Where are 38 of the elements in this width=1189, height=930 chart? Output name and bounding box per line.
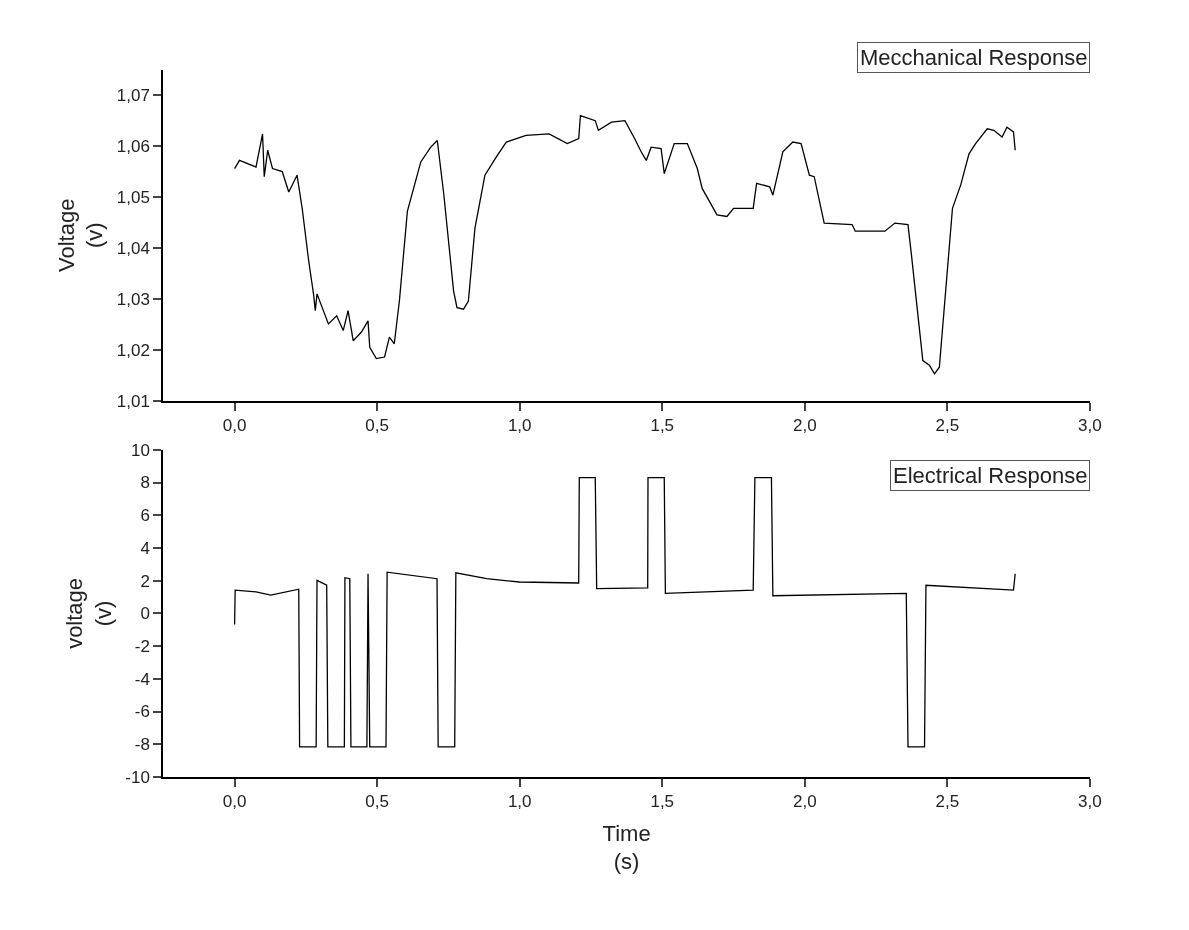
y-axis-title: Voltage (v) [53, 198, 108, 272]
x-tick-label: 1,0 [507, 792, 532, 812]
y-tick-label: 4 [140, 538, 150, 558]
y-axis-title: voltage (v) [62, 577, 116, 649]
x-tick-label: 0,5 [365, 792, 389, 812]
line-series [233, 114, 1016, 375]
y-tick-label: 1,03 [116, 289, 150, 309]
y-tick-label: -6 [134, 702, 150, 722]
y-tick-label: -10 [125, 767, 150, 787]
x-tick-label: 3,0 [1078, 792, 1102, 812]
y-tick-label: 1,04 [116, 238, 150, 258]
y-tick-label: 1,05 [116, 188, 150, 208]
x-tick-label: 2,5 [935, 792, 960, 812]
x-tick-label: 0,0 [222, 792, 247, 812]
x-tick-label: 0,0 [222, 416, 247, 436]
x-tick-label: 3,0 [1078, 416, 1102, 436]
annotation: Electrical Response [893, 463, 1088, 488]
x-tick-label: 0,5 [365, 416, 389, 436]
x-tick-label: 1,5 [650, 792, 675, 812]
x-tick-label: 2,5 [935, 416, 960, 436]
y-tick-label: -4 [134, 669, 150, 689]
y-tick-label: 6 [140, 506, 150, 526]
x-tick-label: 1,0 [507, 416, 532, 436]
y-tick-label: 1,01 [116, 391, 150, 411]
x-tick-label: 2,0 [792, 416, 817, 436]
x-tick-label: 2,0 [792, 792, 817, 812]
y-tick-label: 8 [140, 473, 150, 493]
y-tick-label: 0 [140, 604, 150, 624]
y-tick-label: 1,06 [116, 137, 150, 157]
y-tick-label: 10 [131, 440, 150, 460]
x-tick-label: 1,5 [650, 416, 675, 436]
y-tick-label: -8 [134, 735, 150, 755]
y-tick-label: 2 [140, 571, 150, 591]
annotation: Mecchanical Response [860, 45, 1088, 70]
x-axis-title: Time (s) [602, 820, 651, 875]
y-tick-label: -2 [134, 637, 150, 657]
y-tick-label: 1,07 [116, 86, 150, 106]
y-tick-label: 1,02 [116, 340, 150, 360]
